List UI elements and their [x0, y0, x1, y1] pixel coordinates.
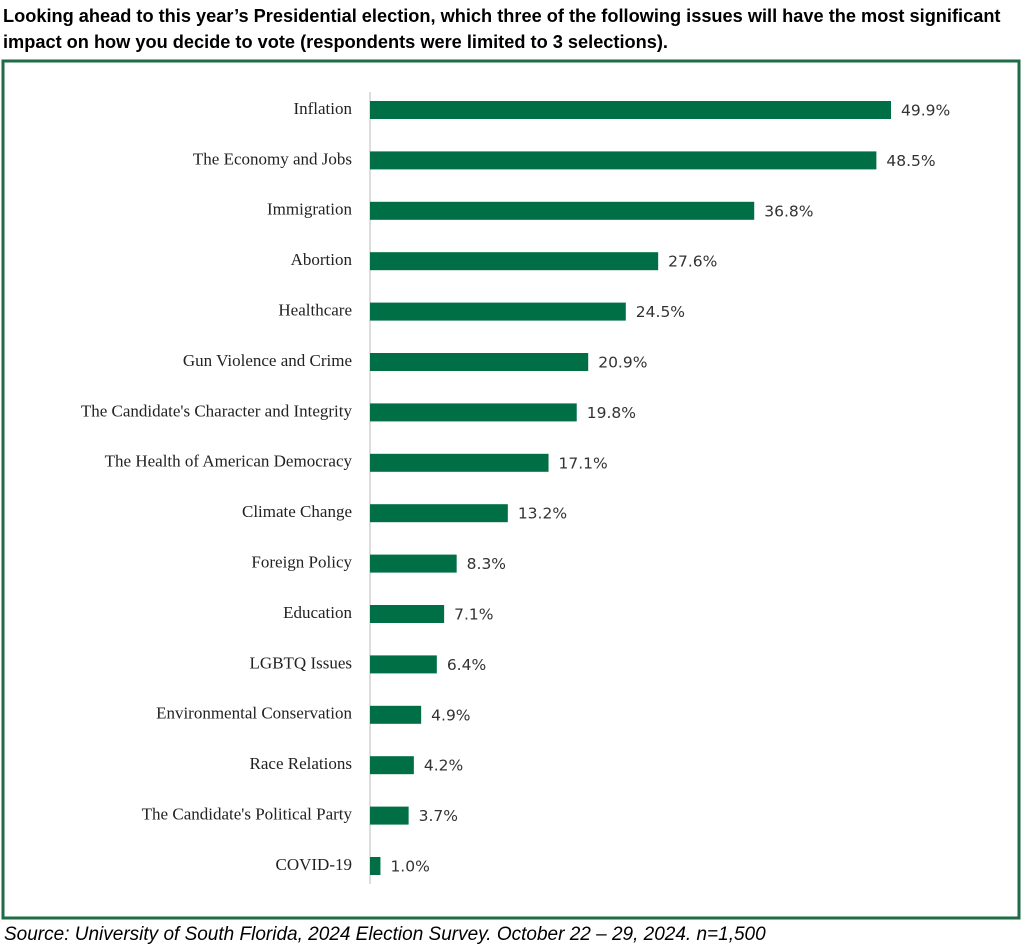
category-label: Immigration: [267, 200, 352, 219]
value-label: 6.4%: [447, 656, 486, 674]
value-label: 48.5%: [886, 152, 935, 170]
category-label: Education: [283, 603, 352, 622]
bar: [370, 101, 891, 119]
category-label: Climate Change: [242, 502, 352, 521]
category-label: COVID-19: [276, 855, 353, 874]
category-label: Race Relations: [250, 754, 352, 773]
chart-title: Looking ahead to this year’s Presidentia…: [3, 6, 1001, 52]
value-label: 20.9%: [598, 354, 647, 372]
value-label: 24.5%: [636, 303, 685, 321]
bar: [370, 403, 577, 422]
value-label: 36.8%: [764, 202, 813, 220]
category-label: Abortion: [291, 250, 353, 269]
bar: [370, 756, 414, 775]
bar: [370, 605, 445, 623]
value-label: 27.6%: [668, 253, 717, 271]
bar: [370, 252, 659, 271]
bar: [370, 353, 589, 371]
category-label: The Candidate's Character and Integrity: [81, 401, 353, 420]
category-label: Healthcare: [278, 301, 352, 320]
bar: [370, 655, 437, 674]
bar: [370, 554, 457, 573]
category-label: The Candidate's Political Party: [142, 805, 353, 824]
source-note: Source: University of South Florida, 202…: [4, 924, 766, 945]
value-label: 4.2%: [424, 757, 463, 775]
value-label: 49.9%: [901, 102, 950, 120]
value-label: 1.0%: [390, 858, 429, 876]
category-label: Inflation: [293, 99, 352, 118]
category-label: Gun Violence and Crime: [183, 351, 352, 370]
value-label: 13.2%: [518, 505, 567, 523]
value-label: 8.3%: [467, 555, 506, 573]
bar: [370, 201, 755, 220]
chart-frame: [1, 59, 1021, 920]
bar: [370, 705, 422, 724]
bar: [370, 504, 508, 523]
bar: [370, 857, 381, 875]
category-label: Foreign Policy: [251, 553, 352, 572]
bar: [370, 806, 409, 825]
bar: [370, 151, 877, 170]
category-label: Environmental Conservation: [156, 704, 352, 723]
value-label: 7.1%: [454, 606, 493, 624]
value-label: 3.7%: [419, 807, 458, 825]
value-label: 19.8%: [587, 404, 636, 422]
value-label: 17.1%: [559, 454, 608, 472]
category-label: The Economy and Jobs: [193, 149, 352, 168]
category-label: The Health of American Democracy: [105, 452, 353, 471]
bar: [370, 453, 549, 472]
value-label: 4.9%: [431, 706, 470, 724]
category-label: LGBTQ Issues: [250, 653, 352, 672]
bar: [370, 302, 626, 321]
